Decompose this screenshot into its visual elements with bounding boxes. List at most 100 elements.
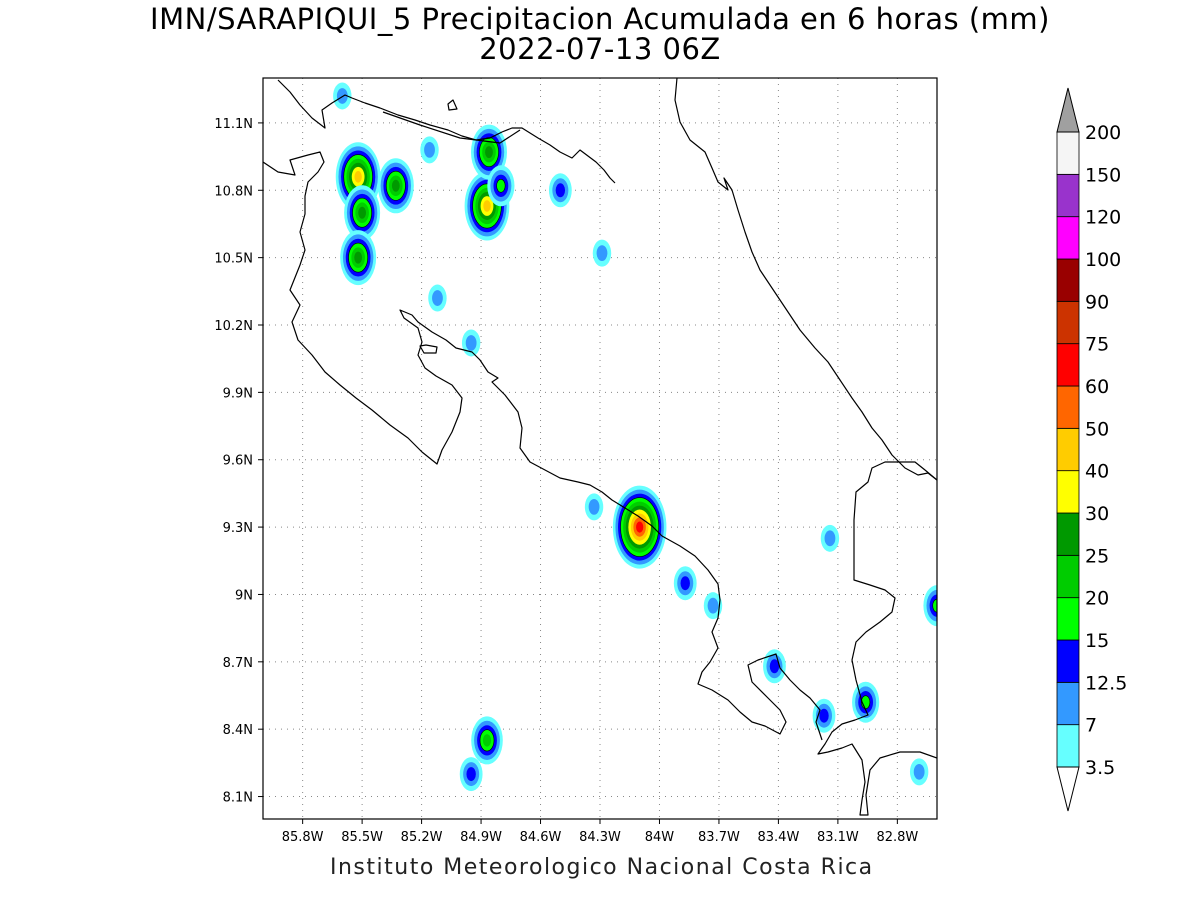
precip-cell [923, 585, 937, 627]
x-tick-label: 85.5W [341, 830, 383, 845]
colorbar-swatch [1056, 385, 1080, 429]
x-tick-label: 83.4W [758, 830, 800, 845]
colorbar-swatch [1056, 258, 1080, 302]
y-axis: 11.1N 10.8N 10.5N 10.2N 9.9N 9.6N 9.3N 9N 8.7N 8.… [214, 117, 263, 806]
x-tick-label: 84.3W [579, 830, 621, 845]
colorbar-swatch [1056, 639, 1080, 683]
precip-contour [485, 146, 493, 159]
precip-contour [354, 251, 363, 264]
y-tick-label: 8.7N [223, 656, 253, 671]
precip-cell [852, 681, 880, 723]
x-tick-label: 82.8W [876, 830, 918, 845]
colorbar-label: 30 [1085, 503, 1109, 525]
colorbar-label: 3.5 [1085, 757, 1115, 779]
x-axis: 85.8W 85.5W 85.2W 84.9W 84.6W 84.3W 84W 83.7W 83… [282, 819, 918, 845]
precip-cell [428, 284, 447, 312]
coastline-borders [263, 78, 937, 816]
colorbar-label: 7 [1085, 715, 1097, 737]
precip-contour [391, 179, 400, 192]
colorbar-label: 75 [1085, 334, 1109, 356]
x-tick-label: 84.6W [520, 830, 562, 845]
precip-cell [548, 173, 572, 208]
precip-cell [909, 758, 929, 786]
precip-cell [461, 329, 481, 357]
precip-cell [420, 136, 439, 164]
precip-contour [636, 521, 644, 533]
colorbar-label: 60 [1085, 376, 1109, 398]
nicaragua-border [382, 111, 521, 144]
colorbar-label: 25 [1085, 545, 1109, 567]
colorbar-swatch [1056, 512, 1080, 556]
y-tick-label: 9N [235, 588, 253, 603]
precip-cell [459, 757, 483, 792]
y-tick-label: 9.3N [223, 521, 253, 536]
precip-cell [673, 566, 697, 601]
caribbean-coast-north [674, 78, 937, 481]
precip-contour [588, 498, 600, 515]
y-tick-label: 11.1N [214, 117, 253, 132]
precip-contour [483, 200, 491, 212]
colorbar-label: 200 [1085, 122, 1121, 144]
precip-contour [769, 659, 780, 674]
precip-cell [820, 524, 840, 552]
precip-contour [482, 734, 492, 747]
precip-contour [432, 290, 443, 306]
precip-contour [496, 178, 506, 193]
colorbar-swatch [1056, 681, 1080, 726]
x-tick-label: 84W [645, 830, 675, 845]
precip-contour [824, 530, 836, 547]
map-subtitle-date: 2022-07-13 06Z [479, 32, 721, 66]
precip-cell [763, 649, 786, 684]
island-north [447, 99, 458, 111]
precip-contour [913, 763, 925, 780]
precip-cell [344, 185, 381, 241]
precip-contour [707, 597, 719, 614]
map-title: IMN/SARAPIQUI_5 Precipitacion Acumulada … [150, 2, 1050, 36]
colorbar-swatch [1056, 554, 1080, 599]
colorbar: 3.5 7 12.5 15 20 25 30 40 50 60 75 90 100 120 150 200 [1056, 87, 1127, 812]
precip-cell [612, 485, 667, 569]
colorbar-label: 15 [1085, 630, 1109, 652]
colorbar-swatch [1056, 173, 1080, 218]
panama-border [817, 461, 937, 816]
precip-cell [487, 165, 515, 207]
y-tick-label: 10.8N [214, 184, 253, 199]
y-tick-label: 10.5N [214, 252, 253, 267]
y-tick-label: 9.6N [223, 454, 253, 469]
precip-contour [819, 708, 829, 723]
precip-cell [812, 698, 836, 733]
colorbar-label: 20 [1085, 588, 1109, 610]
colorbar-label: 100 [1085, 249, 1121, 271]
colorbar-label: 50 [1085, 418, 1109, 440]
colorbar-swatch [1056, 724, 1080, 768]
colorbar-label: 150 [1085, 164, 1121, 186]
colorbar-label: 40 [1085, 461, 1109, 483]
precip-cell [592, 239, 612, 267]
island [419, 344, 438, 354]
colorbar-under-arrow [1056, 766, 1080, 812]
precip-contour [424, 141, 435, 158]
x-tick-label: 83.1W [817, 830, 859, 845]
colorbar-swatch [1056, 597, 1080, 641]
colorbar-over-arrow [1056, 87, 1080, 133]
colorbar-swatch [1056, 343, 1080, 387]
precip-cell [340, 230, 377, 286]
precip-contour [596, 245, 608, 262]
precip-cell [471, 716, 503, 765]
precip-contour [680, 576, 690, 591]
precip-contour [466, 767, 476, 782]
colorbar-label: 12.5 [1085, 672, 1127, 694]
precip-contour [932, 598, 937, 613]
precip-contour [354, 171, 362, 183]
colorbar-swatch [1056, 216, 1080, 260]
x-tick-label: 85.8W [282, 830, 324, 845]
precip-contour [465, 335, 477, 351]
pacific-coast [263, 151, 823, 741]
y-tick-label: 10.2N [214, 319, 253, 334]
precipitation-overlay [333, 82, 937, 792]
colorbar-swatch [1056, 470, 1080, 514]
x-tick-label: 84.9W [460, 830, 502, 845]
x-tick-label: 83.7W [698, 830, 740, 845]
colorbar-swatch [1056, 427, 1080, 472]
